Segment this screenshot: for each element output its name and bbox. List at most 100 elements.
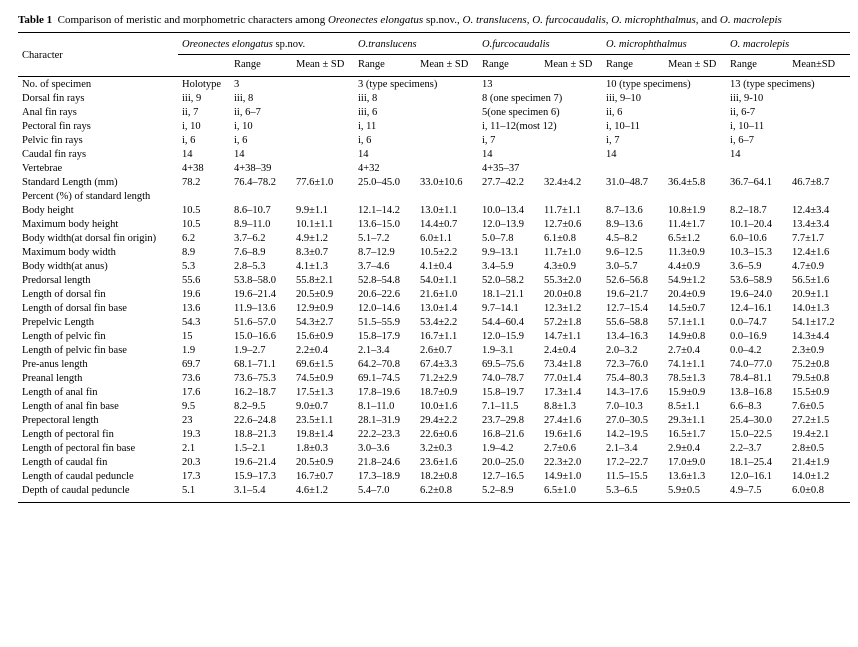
meansd-cell: 16.7±0.7 [292,469,354,483]
range-cell: 7.1–11.5 [478,399,540,413]
table-row: Length of dorsal fin19.619.6–21.420.5±0.… [18,287,850,301]
value-cell [602,161,726,175]
table-row: Standard Length (mm)78.276.4–78.277.6±1.… [18,175,850,189]
col-species-1: Oreonectes elongatus sp.nov. [178,33,354,55]
holotype-cell: 54.3 [178,315,230,329]
meansd-cell: 10.8±1.9 [664,203,726,217]
range-cell: 20.6–22.6 [354,287,416,301]
holotype-cell: 17.3 [178,469,230,483]
col-meansd: Mean ± SD [292,55,354,77]
range-cell: 3.6–5.9 [726,259,788,273]
meansd-cell: 78.5±1.3 [664,371,726,385]
meansd-cell: 18.2±0.8 [416,469,478,483]
meansd-cell: 36.4±5.8 [664,175,726,189]
range-cell: 20.0–25.0 [478,455,540,469]
range-cell: 16.8–21.6 [478,427,540,441]
meansd-cell: 17.0±9.0 [664,455,726,469]
character-cell: Prepectoral length [18,413,178,427]
range-cell: 9.6–12.5 [602,245,664,259]
table-number: Table 1 [18,14,52,26]
range-cell: 1.9–2.7 [230,343,292,357]
meansd-cell: 14.9±1.0 [540,469,602,483]
range-cell: 3.0–3.6 [354,441,416,455]
range-cell: 10.0–13.4 [478,203,540,217]
meansd-cell: 77.0±1.4 [540,371,602,385]
range-cell: 8.2–9.5 [230,399,292,413]
table-row: Length of pelvic fin base1.91.9–2.72.2±0… [18,343,850,357]
range-cell: 5.3–6.5 [602,483,664,502]
meansd-cell: 8.5±1.1 [664,399,726,413]
table-row: Caudal fin rays141414141414 [18,147,850,161]
value-cell: i, 6 [230,133,354,147]
value-cell: i, 10 [230,119,354,133]
range-cell: 78.4–81.1 [726,371,788,385]
meansd-cell: 11.7±1.1 [540,203,602,217]
meansd-cell: 14.4±0.7 [416,217,478,231]
holotype-cell: 55.6 [178,273,230,287]
comparison-table: Character Oreonectes elongatus sp.nov. O… [18,32,850,503]
range-cell: 10.1–20.4 [726,217,788,231]
meansd-cell: 18.7±0.9 [416,385,478,399]
meansd-cell: 16.7±1.1 [416,329,478,343]
range-cell: 73.6–75.3 [230,371,292,385]
value-cell: 13 [478,77,602,92]
range-cell: 3.7–6.2 [230,231,292,245]
value-cell: iii, 9-10 [726,91,850,105]
meansd-cell: 73.4±1.8 [540,357,602,371]
range-cell: 14.2–19.5 [602,427,664,441]
holotype-cell: 10.5 [178,217,230,231]
table-row: Length of caudal peduncle17.315.9–17.316… [18,469,850,483]
table-row: Length of anal fin17.616.2–18.717.5±1.31… [18,385,850,399]
range-cell: 19.6–21.4 [230,287,292,301]
meansd-cell: 14.5±0.7 [664,301,726,315]
holotype-cell: 5.3 [178,259,230,273]
range-cell: 74.0–77.0 [726,357,788,371]
character-cell: Prepelvic Length [18,315,178,329]
meansd-cell: 33.0±10.6 [416,175,478,189]
range-cell: 28.1–31.9 [354,413,416,427]
table-row: Prepectoral length2322.6–24.823.5±1.128.… [18,413,850,427]
holotype-cell: iii, 9 [178,91,230,105]
meansd-cell: 13.0±1.1 [416,203,478,217]
meansd-cell: 13.4±3.4 [788,217,850,231]
meansd-cell: 54.9±1.2 [664,273,726,287]
table-row: Dorsal fin raysiii, 9iii, 8iii, 88 (one … [18,91,850,105]
col-species-3: O.furcocaudalis [478,33,602,55]
meansd-cell: 8.3±0.7 [292,245,354,259]
meansd-cell: 14.7±1.1 [540,329,602,343]
meansd-cell: 29.4±2.2 [416,413,478,427]
value-cell: 3 (type specimens) [354,77,478,92]
range-cell: 8.2–18.7 [726,203,788,217]
meansd-cell: 2.7±0.4 [664,343,726,357]
meansd-cell: 15.9±0.9 [664,385,726,399]
range-cell: 1.5–2.1 [230,441,292,455]
value-cell: 4+35–37 [478,161,602,175]
meansd-cell: 21.6±1.0 [416,287,478,301]
meansd-cell: 11.3±0.9 [664,245,726,259]
range-cell: 8.9–11.0 [230,217,292,231]
range-cell: 25.4–30.0 [726,413,788,427]
range-cell: 74.0–78.7 [478,371,540,385]
holotype-cell: 19.3 [178,427,230,441]
meansd-cell: 23.6±1.6 [416,455,478,469]
meansd-cell: 19.4±2.1 [788,427,850,441]
range-cell: 15.8–17.9 [354,329,416,343]
range-cell: 17.3–18.9 [354,469,416,483]
holotype-cell: Holotype [178,77,230,92]
value-cell: 14 [602,147,726,161]
range-cell: 15.0–16.6 [230,329,292,343]
meansd-cell: 14.3±4.4 [788,329,850,343]
character-cell: Standard Length (mm) [18,175,178,189]
holotype-cell: 73.6 [178,371,230,385]
meansd-cell: 6.0±0.8 [788,483,850,502]
character-cell: Body height [18,203,178,217]
holotype-cell: 17.6 [178,385,230,399]
meansd-cell: 55.3±2.0 [540,273,602,287]
character-cell: Length of pelvic fin base [18,343,178,357]
range-cell: 19.6–21.4 [230,455,292,469]
meansd-cell: 71.2±2.9 [416,371,478,385]
range-cell: 12.0–16.1 [726,469,788,483]
range-cell: 12.0–15.9 [478,329,540,343]
range-cell: 11.5–15.5 [602,469,664,483]
range-cell: 12.7–16.5 [478,469,540,483]
